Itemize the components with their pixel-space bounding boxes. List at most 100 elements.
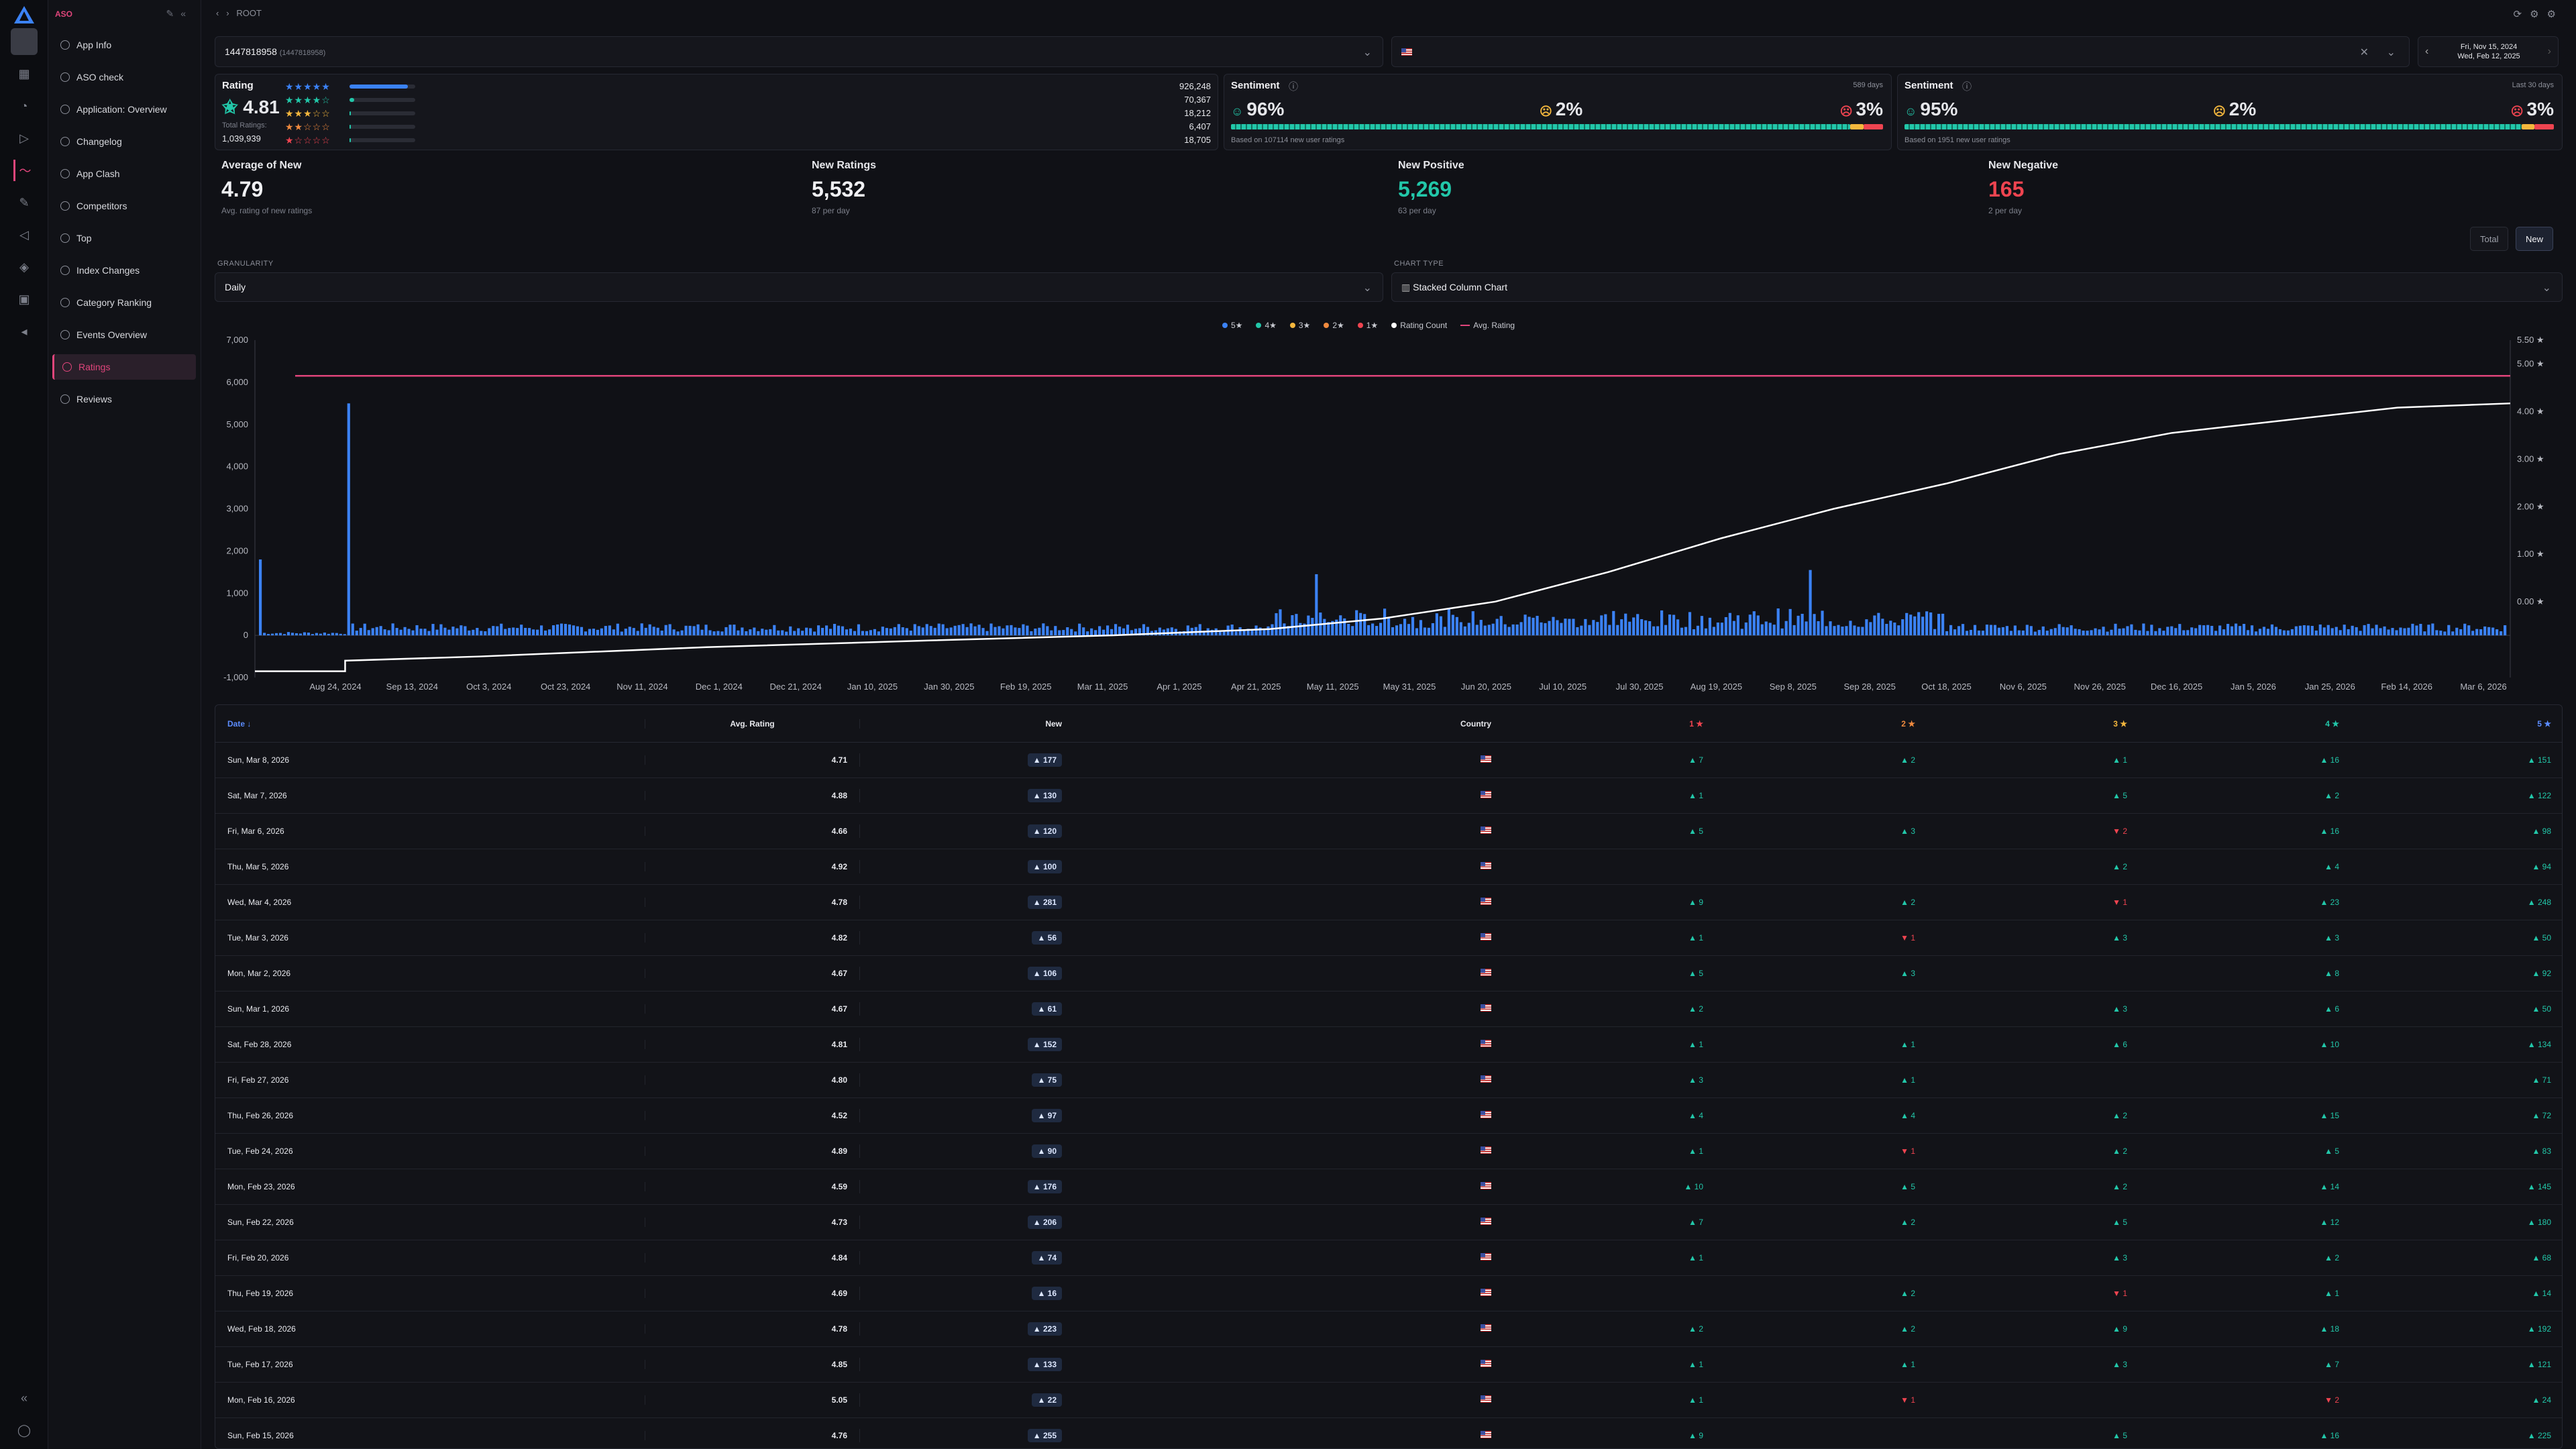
rating-bar[interactable] — [2114, 623, 2117, 636]
rating-bar[interactable] — [733, 625, 736, 636]
rating-bar[interactable] — [700, 629, 704, 636]
rating-bar[interactable] — [2029, 626, 2033, 636]
rating-bar[interactable] — [2306, 625, 2310, 636]
rating-bar[interactable] — [1487, 625, 1491, 636]
rating-bar[interactable] — [1756, 615, 1760, 636]
date-range-picker[interactable]: ‹ Fri, Nov 15, 2024 Wed, Feb 12, 2025 › — [2418, 36, 2559, 67]
rating-bar[interactable] — [1732, 621, 1735, 636]
rating-bar[interactable] — [1977, 630, 1981, 636]
rating-bar[interactable] — [1499, 616, 1503, 636]
rating-bar[interactable] — [1993, 625, 1997, 636]
rating-bar[interactable] — [371, 628, 374, 636]
rating-bar[interactable] — [528, 628, 531, 636]
rating-bar[interactable] — [741, 627, 744, 636]
rating-bar[interactable] — [957, 625, 961, 636]
rating-bar[interactable] — [824, 625, 828, 636]
rating-bar[interactable] — [259, 559, 262, 636]
rating-bar[interactable] — [885, 628, 888, 636]
rating-bar[interactable] — [1375, 626, 1379, 636]
rating-bar[interactable] — [1640, 619, 1644, 636]
rating-bar[interactable] — [1275, 613, 1278, 636]
rating-bar[interactable] — [532, 629, 535, 636]
chevron-down-icon[interactable]: ⌄ — [2542, 282, 2551, 294]
collapse-icon[interactable]: « — [20, 1391, 28, 1405]
rating-bar[interactable] — [1034, 628, 1037, 636]
rating-bar[interactable] — [2246, 630, 2250, 636]
total-toggle[interactable]: Total — [2470, 227, 2509, 251]
rating-bar[interactable] — [696, 624, 700, 636]
rating-bar[interactable] — [1363, 614, 1366, 636]
rating-bar[interactable] — [917, 626, 920, 636]
rating-bar[interactable] — [1263, 629, 1266, 636]
rating-bar[interactable] — [1813, 614, 1816, 636]
rating-bar[interactable] — [1712, 627, 1716, 636]
rocket-icon[interactable]: ◔ — [20, 99, 28, 113]
rating-bar[interactable] — [2391, 628, 2394, 636]
rating-bar[interactable] — [620, 631, 623, 636]
rating-bar[interactable] — [2053, 628, 2057, 636]
rating-bar[interactable] — [933, 627, 936, 636]
header-5-star[interactable]: 5 ★ — [2537, 718, 2551, 729]
rating-bar[interactable] — [1527, 616, 1531, 636]
rating-bar[interactable] — [447, 629, 451, 636]
rating-bar[interactable] — [576, 626, 580, 636]
rating-bar[interactable] — [2419, 623, 2422, 636]
rating-bar[interactable] — [1740, 629, 1743, 636]
rating-bar[interactable] — [909, 631, 912, 636]
rating-bar[interactable] — [1475, 625, 1479, 636]
rating-bar[interactable] — [2467, 625, 2471, 636]
rating-bar[interactable] — [937, 623, 941, 636]
header-country[interactable]: Country — [1460, 718, 1491, 729]
rating-bar[interactable] — [648, 624, 651, 636]
rating-bar[interactable] — [2118, 629, 2121, 636]
rating-bar[interactable] — [2154, 631, 2157, 636]
rating-bar[interactable] — [1921, 616, 1925, 636]
rating-bar[interactable] — [2443, 631, 2447, 636]
rating-bar[interactable] — [2383, 626, 2386, 636]
rating-bar[interactable] — [757, 631, 760, 636]
rating-bar[interactable] — [363, 623, 366, 636]
rating-bar[interactable] — [1628, 621, 1631, 636]
tag-icon[interactable]: ◈ — [19, 260, 29, 274]
rating-bar[interactable] — [315, 633, 318, 636]
rating-bar[interactable] — [1560, 623, 1563, 636]
rating-bar[interactable] — [1335, 619, 1338, 636]
rating-bar[interactable] — [2102, 627, 2105, 636]
rating-bar[interactable] — [2479, 629, 2483, 636]
rating-bar[interactable] — [1608, 625, 1611, 636]
rating-bar[interactable] — [2162, 631, 2165, 636]
rating-bar[interactable] — [2078, 629, 2081, 636]
rating-bar[interactable] — [1423, 627, 1427, 636]
table-row[interactable]: Wed, Feb 18, 2026 4.78 ▲ 223 ▲ 2 ▲ 2 ▲ 9 ▲ 18 ▲… — [215, 1311, 2562, 1347]
rating-bar[interactable] — [1511, 624, 1515, 636]
rating-bar[interactable] — [828, 629, 833, 636]
rating-bar[interactable] — [592, 629, 596, 636]
rating-bar[interactable] — [961, 624, 965, 636]
rating-bar[interactable] — [2222, 629, 2226, 636]
rating-bar[interactable] — [1419, 620, 1423, 636]
rating-bar[interactable] — [2330, 628, 2334, 636]
rating-bar[interactable] — [2298, 625, 2302, 636]
table-row[interactable]: Sun, Mar 1, 2026 4.67 ▲ 61 ▲ 2 ▲ 3 ▲ 6 ▲ 50 — [215, 991, 2562, 1027]
rating-bar[interactable] — [347, 403, 350, 636]
rating-bar[interactable] — [969, 623, 973, 636]
rating-bar[interactable] — [1829, 621, 1832, 636]
rating-bar[interactable] — [684, 625, 688, 636]
table-row[interactable]: Tue, Mar 3, 2026 4.82 ▲ 56 ▲ 1 ▼ 1 ▲ 3 ▲ 3 ▲ 50 — [215, 920, 2562, 956]
rating-bar[interactable] — [1030, 631, 1033, 636]
rating-bar[interactable] — [2310, 625, 2314, 636]
rating-bar[interactable] — [1170, 627, 1173, 636]
app-logo-icon[interactable] — [13, 5, 35, 24]
rating-bar[interactable] — [2459, 629, 2463, 636]
rating-bar[interactable] — [564, 624, 568, 636]
rating-bar[interactable] — [1058, 630, 1061, 636]
clear-icon[interactable]: ✕ — [2359, 47, 2369, 58]
rating-bar[interactable] — [1801, 613, 1804, 636]
rating-bar[interactable] — [2194, 628, 2198, 636]
rating-bar[interactable] — [2182, 630, 2186, 636]
rating-bar[interactable] — [720, 631, 724, 636]
rating-bar[interactable] — [1841, 627, 1844, 636]
rating-bar[interactable] — [1692, 629, 1696, 636]
rating-bar[interactable] — [989, 623, 993, 636]
rating-bar[interactable] — [559, 623, 564, 636]
